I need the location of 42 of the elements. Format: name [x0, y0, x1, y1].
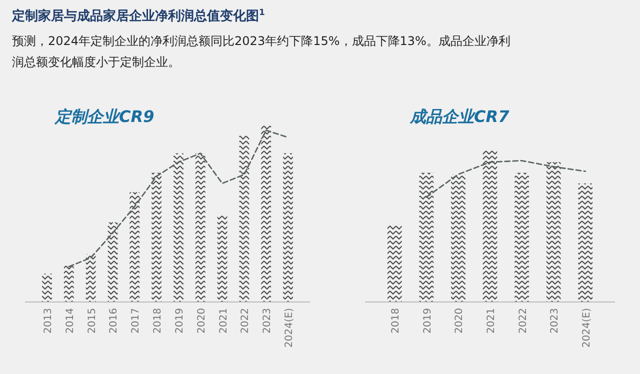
bar — [578, 183, 593, 302]
x-tick-label: 2021 — [486, 308, 497, 334]
bar — [42, 274, 52, 302]
x-tick-label: 2020 — [196, 308, 208, 334]
bar — [86, 254, 96, 302]
x-tick-label: 2016 — [108, 308, 120, 334]
bar — [546, 162, 561, 302]
x-tick-label: 2017 — [130, 308, 142, 334]
x-tick-label: 2023 — [550, 308, 561, 334]
bar — [387, 224, 402, 302]
x-tick-label: 2023 — [262, 308, 274, 334]
bar — [261, 125, 272, 302]
x-tick-label: 2019 — [422, 308, 434, 334]
bar — [108, 222, 118, 302]
x-tick-label: 2024(E) — [284, 308, 296, 348]
x-tick-label: 2022 — [240, 308, 252, 334]
bar — [451, 174, 466, 302]
x-tick-label: 2014 — [64, 308, 76, 334]
bar — [174, 153, 184, 302]
x-tick-label: 2019 — [174, 308, 186, 334]
x-tick-label: 2020 — [454, 308, 466, 334]
bar — [195, 153, 206, 302]
bar — [64, 264, 74, 302]
chart-title: 成品企业CR7 — [409, 107, 510, 126]
x-tick-label: 2024(E) — [581, 308, 592, 348]
bar — [514, 172, 529, 302]
bar — [482, 150, 498, 302]
text: 预测，2024年定制企业的净利润总额同比2023年约下降15%，成品下降13%。成品企业净利润总额变化幅度小于定制企业。 — [12, 34, 510, 69]
bar — [419, 172, 434, 302]
chart-title: 定制企业CR9 — [54, 107, 154, 126]
bar — [217, 215, 228, 302]
x-tick-label: 2018 — [390, 308, 402, 334]
bar — [130, 192, 140, 302]
x-tick-label: 2015 — [86, 308, 98, 334]
x-tick-label: 2021 — [218, 308, 230, 334]
x-tick-label: 2013 — [42, 308, 54, 334]
bar — [152, 172, 162, 302]
bar — [239, 136, 250, 302]
bar — [283, 153, 293, 302]
text: 定制家居与成品家居企业净利润总值变化图$^{1}$ — [11, 7, 265, 24]
x-tick-label: 2022 — [518, 308, 529, 334]
x-tick-label: 2018 — [152, 308, 164, 334]
